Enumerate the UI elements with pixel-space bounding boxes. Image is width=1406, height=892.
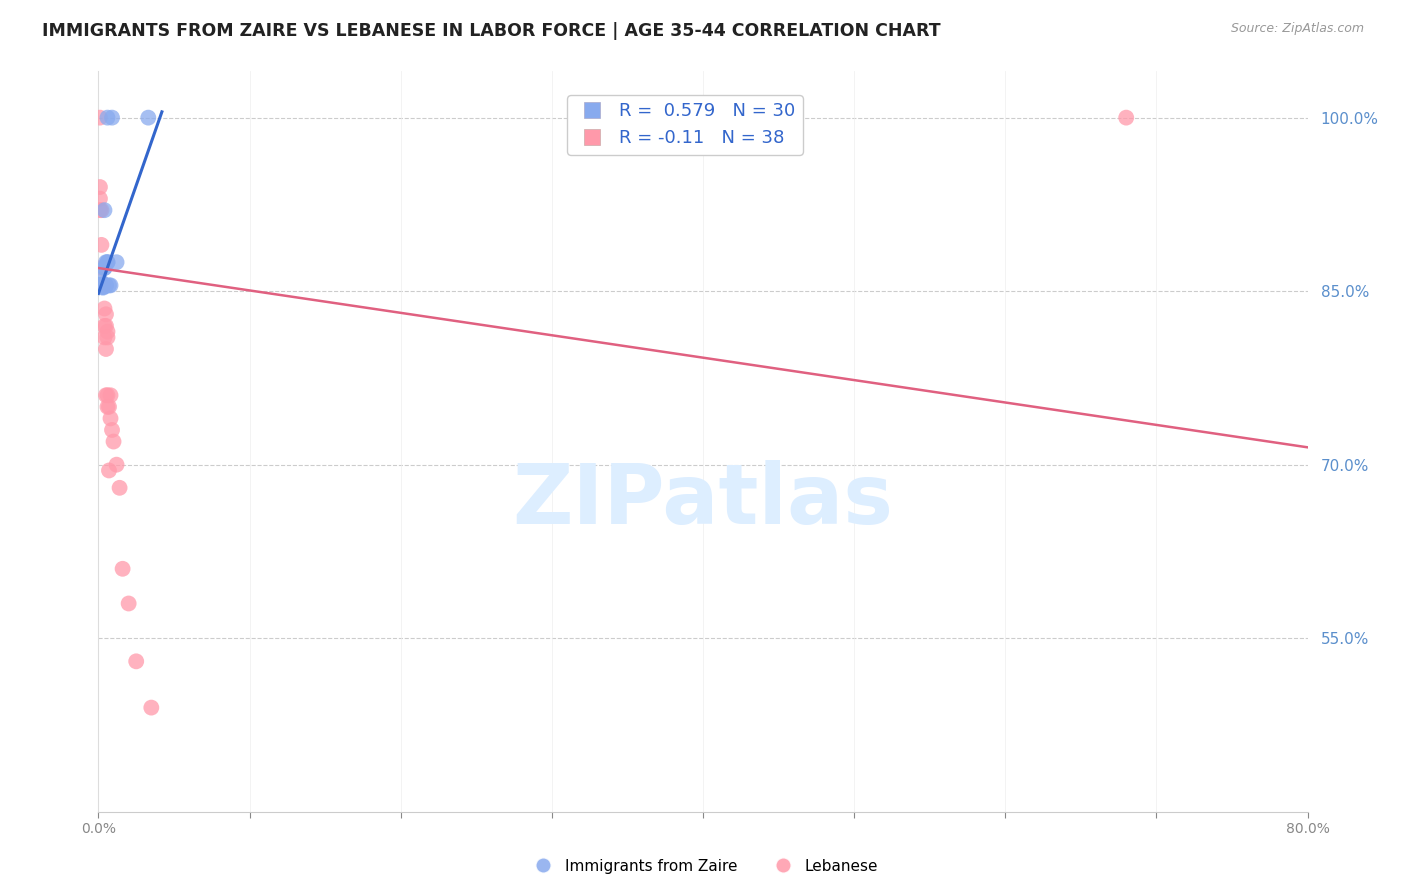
Point — [89, 272, 111, 286]
Point — [91, 277, 114, 292]
Point — [90, 278, 112, 293]
Point — [96, 255, 118, 269]
Point — [125, 654, 148, 668]
Point — [90, 203, 112, 218]
Point — [93, 260, 115, 275]
Point — [94, 388, 117, 402]
Text: IMMIGRANTS FROM ZAIRE VS LEBANESE IN LABOR FORCE | AGE 35-44 CORRELATION CHART: IMMIGRANTS FROM ZAIRE VS LEBANESE IN LAB… — [42, 22, 941, 40]
Point — [91, 279, 114, 293]
Point — [101, 423, 124, 437]
Point — [100, 411, 122, 425]
Point — [89, 180, 111, 194]
Point — [91, 278, 114, 293]
Point — [89, 278, 111, 293]
Point — [94, 307, 117, 321]
Point — [89, 192, 111, 206]
Point — [136, 111, 159, 125]
Point — [1115, 111, 1137, 125]
Point — [94, 278, 117, 293]
Point — [90, 278, 112, 293]
Point — [93, 301, 115, 316]
Point — [91, 279, 114, 293]
Point — [96, 111, 118, 125]
Text: Source: ZipAtlas.com: Source: ZipAtlas.com — [1230, 22, 1364, 36]
Point — [111, 562, 134, 576]
Point — [96, 325, 118, 339]
Point — [94, 342, 117, 356]
Point — [108, 481, 131, 495]
Point — [91, 278, 114, 293]
Point — [100, 388, 122, 402]
Point — [93, 203, 115, 218]
Point — [90, 278, 112, 293]
Point — [90, 278, 112, 293]
Point — [105, 255, 128, 269]
Point — [96, 388, 118, 402]
Point — [89, 203, 111, 218]
Point — [90, 238, 112, 252]
Point — [90, 278, 112, 293]
Point — [98, 463, 121, 477]
Point — [91, 278, 114, 293]
Point — [105, 458, 128, 472]
Point — [118, 597, 141, 611]
Text: ZIPatlas: ZIPatlas — [513, 460, 893, 541]
Point — [94, 255, 117, 269]
Point — [96, 255, 118, 269]
Point — [89, 111, 111, 125]
Point — [91, 278, 114, 293]
Point — [91, 278, 114, 293]
Point — [96, 330, 118, 344]
Point — [100, 278, 122, 293]
Point — [93, 279, 115, 293]
Legend: R =  0.579   N = 30, R = -0.11   N = 38: R = 0.579 N = 30, R = -0.11 N = 38 — [567, 95, 803, 154]
Point — [96, 400, 118, 414]
Point — [94, 318, 117, 333]
Point — [98, 278, 121, 293]
Point — [101, 111, 124, 125]
Point — [91, 278, 114, 293]
Point — [103, 434, 125, 449]
Point — [93, 260, 115, 275]
Point — [90, 277, 112, 292]
Point — [91, 279, 114, 293]
Point — [90, 279, 112, 293]
Point — [91, 281, 114, 295]
Point — [89, 278, 111, 293]
Point — [90, 260, 112, 275]
Point — [94, 278, 117, 293]
Point — [93, 330, 115, 344]
Point — [91, 279, 114, 293]
Point — [141, 700, 163, 714]
Point — [98, 400, 121, 414]
Point — [93, 318, 115, 333]
Legend: Immigrants from Zaire, Lebanese: Immigrants from Zaire, Lebanese — [522, 853, 884, 880]
